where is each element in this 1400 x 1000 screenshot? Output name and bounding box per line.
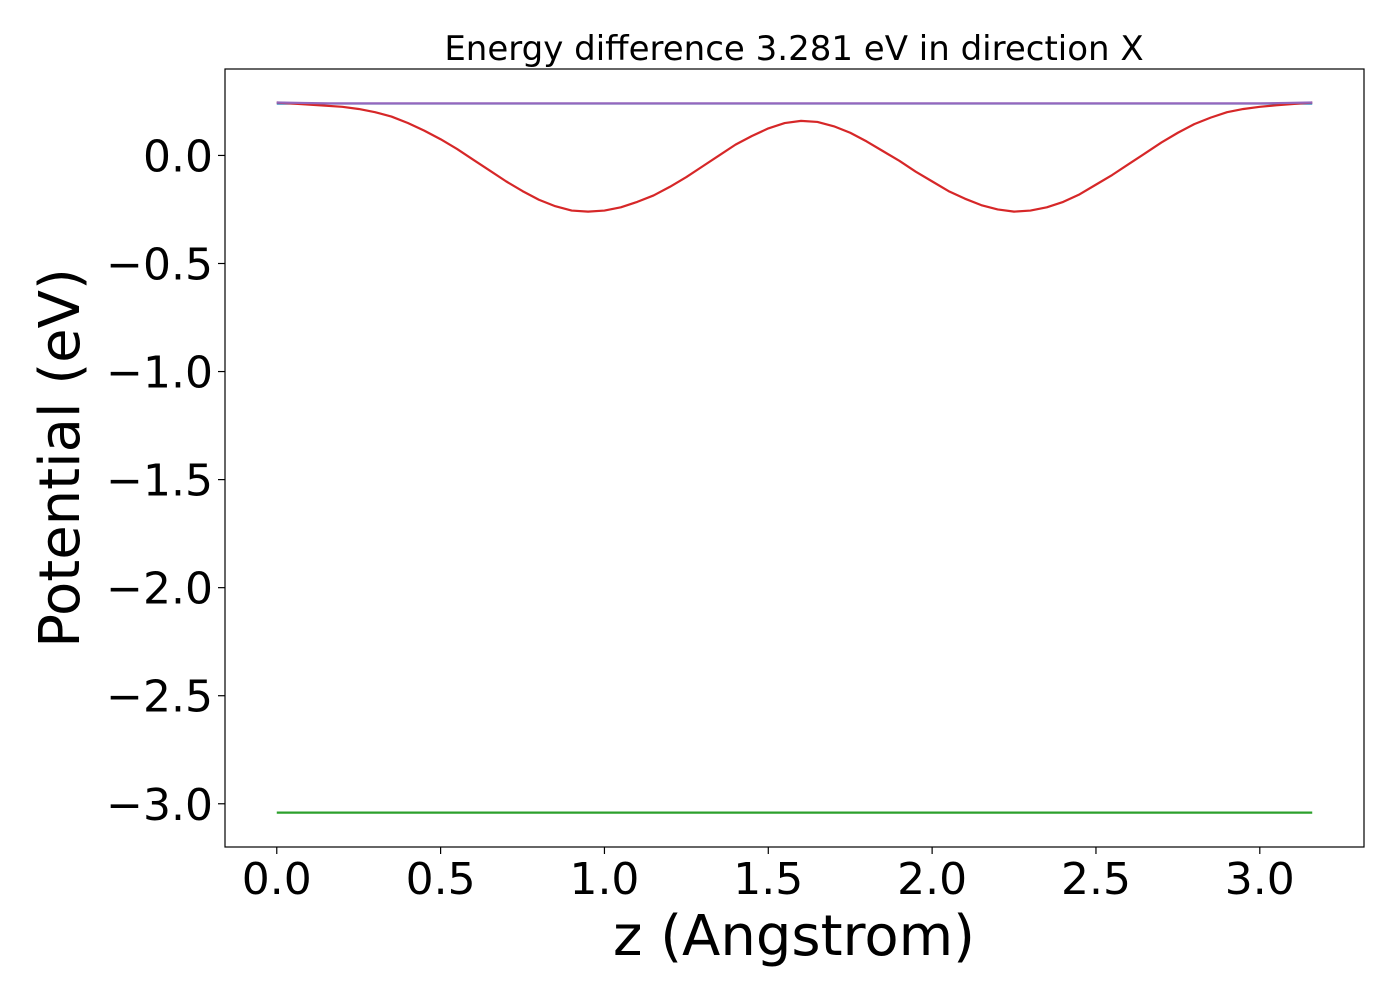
- x-tick-label: 0.0: [242, 854, 312, 905]
- x-tick-label: 2.0: [897, 854, 967, 905]
- y-axis-label: Potential (eV): [28, 268, 93, 648]
- series-layer: [276, 101, 1313, 814]
- y-tick-label: −1.5: [106, 456, 213, 507]
- y-tick-label: −1.0: [106, 348, 213, 399]
- x-tick-label: 1.5: [733, 854, 803, 905]
- y-tick-label: −0.5: [106, 240, 213, 291]
- y-tick-label: −2.0: [106, 564, 213, 615]
- y-tick-label: −2.5: [106, 672, 213, 723]
- y-tick-label: −3.0: [106, 780, 213, 831]
- series-line-3: [276, 101, 1313, 213]
- x-tick-label: 3.0: [1225, 854, 1295, 905]
- x-ticks: 0.0 0.5 1.0 1.5 2.0 2.5 3.0: [242, 847, 1295, 905]
- plot-frame: [224, 68, 1365, 848]
- x-tick-label: 0.5: [406, 854, 476, 905]
- y-ticks: 0.0 −0.5 −1.0 −1.5 −2.0 −2.5 −3.0: [106, 131, 225, 831]
- x-axis-label: z (Angstrom): [613, 904, 975, 969]
- x-tick-label: 1.0: [569, 854, 639, 905]
- x-tick-label: 2.5: [1061, 854, 1131, 905]
- series-line-4: [276, 101, 1313, 105]
- y-tick-label: 0.0: [143, 131, 213, 182]
- chart-title: Energy difference 3.281 eV in direction …: [444, 29, 1143, 69]
